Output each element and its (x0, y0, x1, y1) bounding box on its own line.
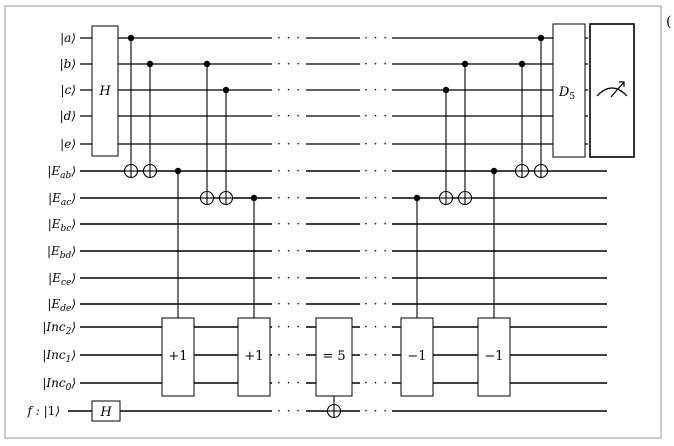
ellipsis: · · · (364, 191, 388, 205)
cnot-target (142, 163, 158, 179)
ellipsis: · · · (364, 376, 388, 390)
ellipsis: · · · (364, 57, 388, 71)
ellipsis: · · · (277, 348, 301, 362)
figure-frame (4, 5, 662, 439)
diffusion-gate (552, 23, 586, 158)
ellipsis: · · · (277, 376, 301, 390)
diffusion-label: D5 (558, 85, 575, 102)
decrement-gate (400, 317, 434, 397)
control-dot (461, 60, 469, 68)
ellipsis: · · · (277, 57, 301, 71)
increment-gate (161, 317, 195, 397)
controls (123, 34, 549, 419)
control-dot (127, 34, 135, 42)
gates: H H +1 +1 −1 −1 = 5 D5 (91, 23, 635, 422)
qubit-label: |Ede⟩ (47, 297, 76, 314)
qubit-labels: |a⟩ |b⟩ |c⟩ |d⟩ |e⟩ |Eab⟩ |Eac⟩ |Ebc⟩ |Ebd⟩ |Ece⟩… (27, 31, 76, 418)
corner-mark: ( (666, 14, 671, 30)
hadamard-flag-gate (91, 400, 121, 422)
measurement-icon (589, 23, 635, 158)
control-dot (222, 86, 230, 94)
qubit-label: |d⟩ (60, 109, 76, 123)
qubit-label: |Inc2⟩ (42, 320, 76, 337)
ellipsis: · · · (364, 31, 388, 45)
qubit-label: |Inc0⟩ (42, 376, 76, 393)
qubit-label: |Ebc⟩ (48, 217, 76, 234)
ellipses: · · · · · · · · · · · · · · · · · · · · · · · ·… (277, 31, 388, 418)
compare-gate (315, 317, 353, 397)
ellipsis: · · · (364, 320, 388, 334)
ellipsis: · · · (277, 271, 301, 285)
ellipsis: · · · (277, 109, 301, 123)
qubit-label: |c⟩ (61, 83, 76, 97)
ellipsis: · · · (364, 109, 388, 123)
cnot-target (514, 163, 530, 179)
control-lines (130, 38, 542, 411)
ellipsis: · · · (277, 191, 301, 205)
qubit-label: |Ece⟩ (48, 271, 76, 288)
ellipsis: · · · (277, 320, 301, 334)
hadamard-flag-label: H (99, 405, 112, 420)
decrement-gate-label: −1 (484, 349, 503, 364)
cnot-target (457, 190, 473, 206)
ellipsis: · · · (364, 244, 388, 258)
decrement-gate (477, 317, 511, 397)
control-dot (250, 194, 258, 202)
increment-gate-label: +1 (244, 349, 263, 364)
qubit-label: |a⟩ (60, 31, 76, 45)
hadamard-label: H (98, 84, 111, 99)
control-dot (413, 194, 421, 202)
ellipsis: · · · (277, 137, 301, 151)
cnot-target (218, 190, 234, 206)
increment-gate-label: +1 (168, 349, 187, 364)
ellipsis: · · · (364, 271, 388, 285)
ellipsis: · · · (277, 404, 301, 418)
cnot-target (123, 163, 139, 179)
increment-gate (237, 317, 271, 397)
ellipsis: · · · (364, 137, 388, 151)
ellipsis: · · · (277, 217, 301, 231)
cnot-target (326, 403, 342, 419)
ellipsis: · · · (277, 297, 301, 311)
control-dot (518, 60, 526, 68)
ellipsis: · · · (364, 83, 388, 97)
control-dot (490, 167, 498, 175)
qubit-label: |b⟩ (60, 57, 76, 71)
ellipsis: · · · (277, 244, 301, 258)
cnot-target (533, 163, 549, 179)
control-dot (442, 86, 450, 94)
ellipsis: · · · (277, 164, 301, 178)
ellipsis: · · · (364, 217, 388, 231)
control-dot (146, 60, 154, 68)
qubit-label: |e⟩ (60, 137, 76, 151)
ellipsis: · · · (277, 31, 301, 45)
compare-gate-label: = 5 (322, 349, 345, 364)
qubit-label: f : |1⟩ (27, 404, 60, 418)
control-dot (537, 34, 545, 42)
ellipsis: · · · (364, 404, 388, 418)
decrement-gate-label: −1 (407, 349, 426, 364)
cnot-target (438, 190, 454, 206)
cnot-target (199, 190, 215, 206)
ellipsis: · · · (364, 348, 388, 362)
qubit-label: |Eab⟩ (47, 164, 76, 181)
qubit-label: |Inc1⟩ (42, 348, 76, 365)
ellipsis: · · · (277, 83, 301, 97)
ellipsis: · · · (364, 297, 388, 311)
control-dot (203, 60, 211, 68)
qubit-label: |Eac⟩ (48, 191, 76, 208)
control-dot (174, 167, 182, 175)
hadamard-gate (91, 25, 119, 157)
ellipsis: · · · (364, 164, 388, 178)
qubit-label: |Ebd⟩ (47, 244, 76, 261)
